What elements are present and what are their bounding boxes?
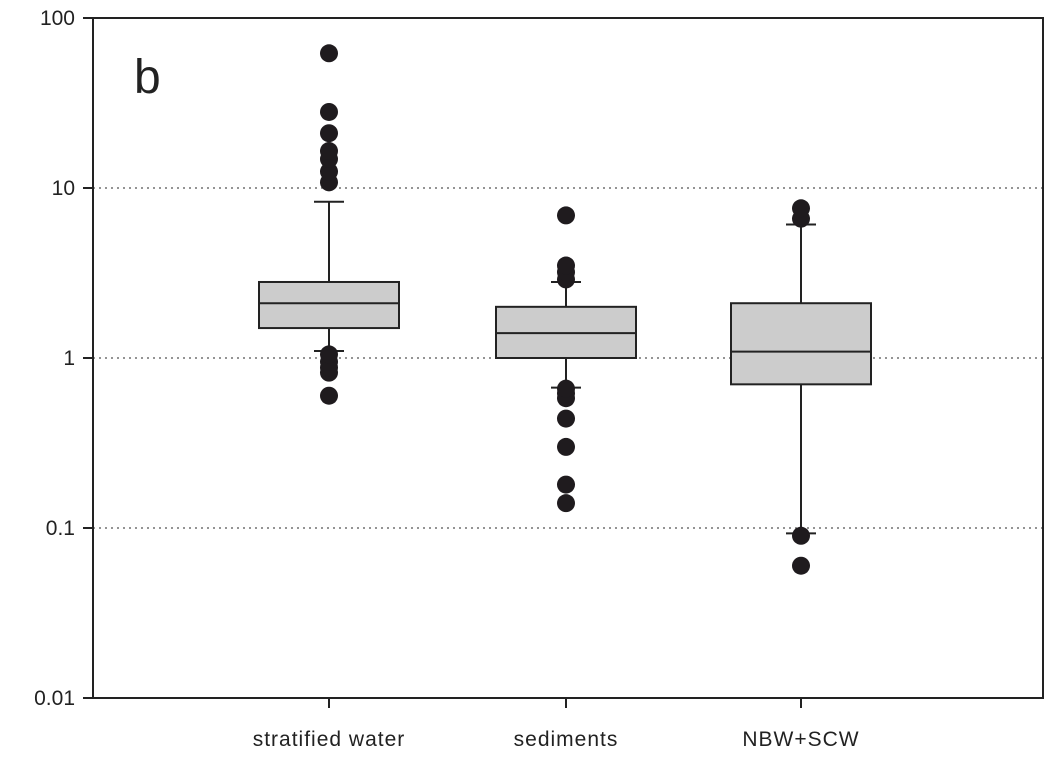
- outlier-point: [557, 475, 575, 494]
- y-tick-label: 0.01: [34, 687, 75, 710]
- y-tick-label: 10: [52, 177, 75, 200]
- x-category-label: NBW+SCW: [742, 728, 859, 751]
- outlier-point: [557, 437, 575, 456]
- outlier-point: [320, 124, 338, 143]
- outlier-point: [792, 526, 810, 545]
- outlier-point: [320, 142, 338, 161]
- outliers: [320, 44, 810, 575]
- y-tick-label: 1: [63, 347, 75, 370]
- boxes: [258, 200, 872, 535]
- outlier-point: [320, 345, 338, 364]
- outlier-point: [557, 409, 575, 428]
- outlier-point: [792, 199, 810, 218]
- box-group: [258, 200, 400, 352]
- box-group: [730, 223, 872, 535]
- outlier-point: [557, 379, 575, 398]
- outlier-point: [320, 102, 338, 121]
- x-category-label: sediments: [514, 728, 619, 751]
- axes: 0.01 0.1 1 10 100 stratified water sediments NB…: [34, 7, 859, 751]
- outlier-point: [557, 256, 575, 275]
- y-tick-label: 0.1: [46, 517, 75, 540]
- outlier-point: [320, 162, 338, 181]
- box-group: [495, 280, 637, 389]
- outlier-point: [320, 44, 338, 63]
- box-iqr: [730, 302, 872, 386]
- x-category-label: stratified water: [253, 728, 406, 751]
- outlier-point: [320, 386, 338, 405]
- outlier-point: [792, 556, 810, 575]
- panel-label: b: [134, 51, 161, 104]
- outlier-point: [557, 494, 575, 513]
- y-tick-label: 100: [40, 7, 75, 30]
- outlier-point: [557, 206, 575, 225]
- box-iqr: [258, 280, 400, 330]
